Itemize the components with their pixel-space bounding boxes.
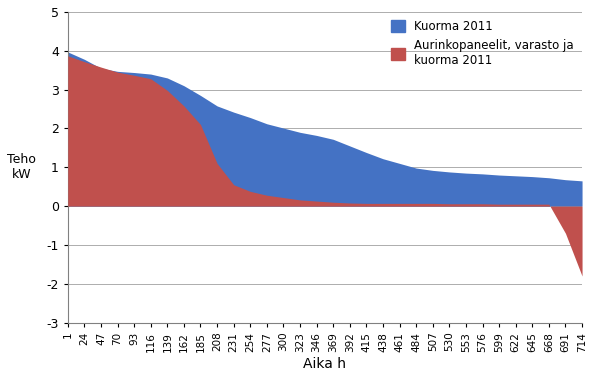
Y-axis label: Teho
kW: Teho kW xyxy=(7,153,36,181)
X-axis label: Aika h: Aika h xyxy=(304,357,346,371)
Legend: Kuorma 2011, Aurinkopaneelit, varasto ja
kuorma 2011: Kuorma 2011, Aurinkopaneelit, varasto ja… xyxy=(386,15,579,72)
